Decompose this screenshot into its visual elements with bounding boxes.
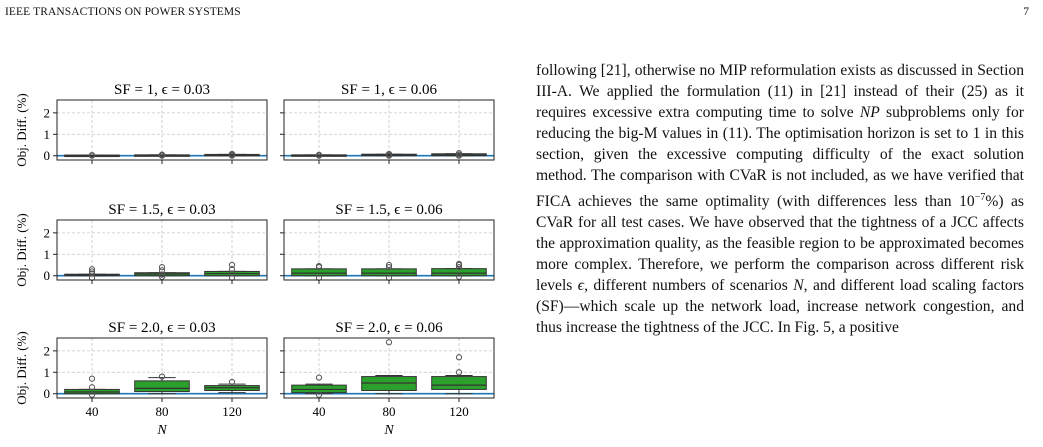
outlier-point bbox=[315, 151, 323, 158]
box-iqr bbox=[134, 380, 190, 393]
outlier-point bbox=[88, 384, 96, 391]
y-axis-label: Obj. Diff. (%) bbox=[14, 213, 29, 286]
running-header: IEEE TRANSACTIONS ON POWER SYSTEMS bbox=[5, 6, 241, 18]
subplot: SF = 1.5, ϵ = 0.03 0 1 2 Obj. Diff. (%) bbox=[14, 202, 268, 287]
outlier-point bbox=[385, 150, 393, 158]
outlier-point bbox=[158, 267, 166, 274]
outlier-point bbox=[315, 374, 323, 381]
subplot: SF = 1.5, ϵ = 0.06 bbox=[280, 202, 495, 284]
box bbox=[291, 262, 347, 281]
outlier-point bbox=[88, 266, 96, 273]
subplot: SF = 1, ϵ = 0.03 0 1 2 Obj. Diff. (%) bbox=[14, 82, 268, 167]
box bbox=[64, 151, 120, 159]
box bbox=[291, 374, 347, 398]
x-tick-label: 120 bbox=[222, 404, 242, 419]
subplot-title: SF = 1.5, ϵ = 0.03 bbox=[108, 202, 215, 218]
math-exponent: −7 bbox=[974, 191, 986, 203]
outlier-point bbox=[228, 266, 236, 273]
outlier-point bbox=[455, 354, 463, 361]
box bbox=[64, 266, 120, 281]
box bbox=[134, 151, 190, 159]
paragraph: following [21], otherwise no MIP reformu… bbox=[536, 62, 1024, 337]
y-tick-label: 0 bbox=[44, 386, 51, 401]
outlier-point bbox=[315, 262, 323, 270]
box bbox=[361, 150, 417, 159]
y-tick-label: 0 bbox=[44, 268, 51, 283]
outlier-point bbox=[455, 273, 463, 280]
box-iqr bbox=[431, 268, 487, 277]
subplot-title: SF = 2.0, ϵ = 0.06 bbox=[335, 320, 443, 336]
subplot: SF = 2.0, ϵ = 0.03 0 1 2 Obj. Diff. (%) 40 80 1… bbox=[14, 320, 268, 438]
outlier-point bbox=[88, 375, 96, 382]
box bbox=[361, 261, 417, 281]
box bbox=[431, 260, 487, 280]
outlier-point bbox=[385, 261, 393, 269]
outlier-point bbox=[228, 270, 236, 277]
outlier-point bbox=[385, 264, 393, 271]
subplot: SF = 1, ϵ = 0.06 bbox=[280, 82, 495, 164]
y-tick-label: 1 bbox=[44, 247, 51, 262]
outlier-point bbox=[158, 151, 166, 158]
math-epsilon: ϵ bbox=[577, 277, 585, 295]
outlier-point bbox=[88, 391, 96, 398]
outlier-point bbox=[158, 373, 166, 380]
subplot-title: SF = 1, ϵ = 0.03 bbox=[114, 82, 210, 98]
box bbox=[431, 354, 487, 395]
subplot-title: SF = 1, ϵ = 0.06 bbox=[341, 82, 437, 98]
box bbox=[204, 261, 260, 281]
box bbox=[431, 150, 487, 159]
x-tick-label: 80 bbox=[156, 404, 169, 419]
box bbox=[291, 151, 347, 159]
x-tick-label: 40 bbox=[313, 404, 326, 419]
box bbox=[204, 378, 260, 394]
outlier-point bbox=[455, 260, 463, 268]
x-tick-label: 40 bbox=[86, 404, 99, 419]
outlier-point bbox=[228, 261, 236, 269]
subplot-title: SF = 2.0, ϵ = 0.03 bbox=[108, 320, 215, 336]
y-tick-label: 0 bbox=[44, 148, 51, 163]
x-axis-label: N bbox=[156, 423, 167, 438]
y-tick-label: 2 bbox=[44, 343, 51, 358]
outlier-point bbox=[315, 391, 323, 398]
outlier-point bbox=[158, 264, 166, 271]
outlier-point bbox=[158, 273, 166, 280]
outlier-point bbox=[455, 150, 463, 157]
y-axis-label: Obj. Diff. (%) bbox=[14, 331, 29, 404]
math-np: NP bbox=[859, 104, 880, 122]
y-tick-label: 2 bbox=[44, 225, 51, 240]
outlier-point bbox=[88, 268, 96, 275]
box bbox=[204, 150, 260, 159]
box bbox=[361, 339, 417, 395]
outlier-point bbox=[88, 270, 96, 277]
subplot: SF = 2.0, ϵ = 0.06 40 80 120 N bbox=[280, 320, 495, 438]
box-iqr bbox=[431, 376, 487, 390]
box bbox=[64, 375, 120, 398]
body-text: following [21], otherwise no MIP reformu… bbox=[536, 60, 1024, 338]
subplot-title: SF = 1.5, ϵ = 0.06 bbox=[335, 202, 443, 218]
x-tick-label: 80 bbox=[383, 404, 396, 419]
outlier-point bbox=[88, 151, 96, 159]
x-tick-label: 120 bbox=[449, 404, 469, 419]
box bbox=[134, 373, 190, 395]
math-n: N bbox=[793, 277, 804, 295]
box bbox=[134, 264, 190, 280]
outlier-point bbox=[228, 150, 236, 158]
outlier-point bbox=[455, 369, 463, 376]
outlier-point bbox=[158, 271, 166, 278]
y-tick-label: 1 bbox=[44, 127, 51, 142]
x-axis-label: N bbox=[383, 423, 394, 438]
page-number: 7 bbox=[1023, 6, 1029, 18]
y-axis-label: Obj. Diff. (%) bbox=[14, 93, 29, 166]
y-tick-label: 1 bbox=[44, 365, 51, 380]
outlier-point bbox=[455, 264, 463, 271]
outlier-point bbox=[385, 339, 393, 346]
outlier-point bbox=[228, 378, 236, 386]
y-tick-label: 2 bbox=[44, 105, 51, 120]
